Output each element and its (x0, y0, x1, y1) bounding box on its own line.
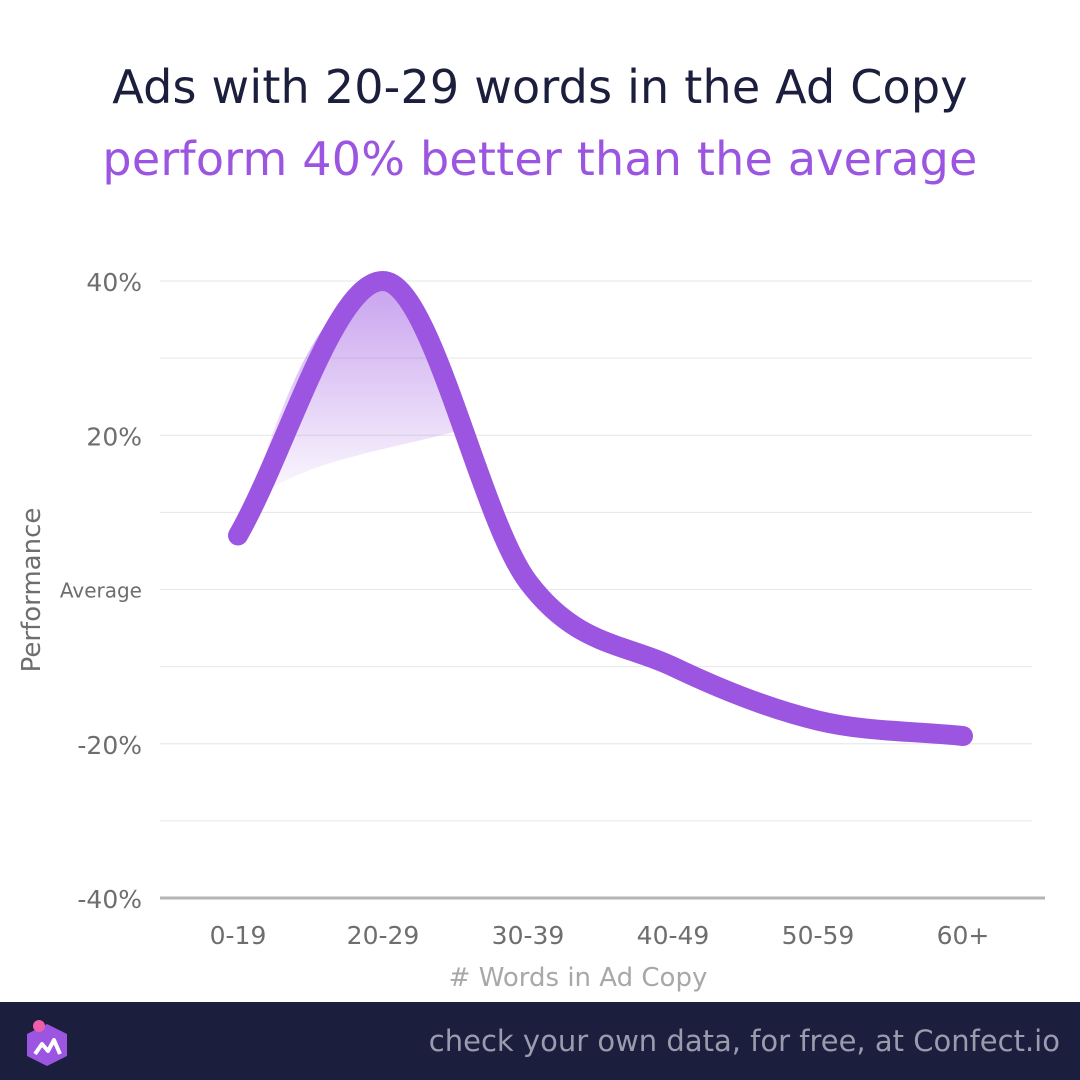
y-tick-label: 20% (86, 422, 142, 451)
line-chart: 40% 20% Average -20% -40% 0-19 20-29 30-39 40-49… (17, 268, 1045, 993)
y-tick-label: -40% (77, 885, 142, 914)
peak-area (248, 281, 458, 511)
x-tick-label: 30-39 (492, 921, 565, 950)
peak-highlight (248, 281, 458, 511)
y-tick-label: 40% (86, 268, 142, 297)
x-tick-label: 20-29 (347, 921, 420, 950)
y-tick-label: -20% (77, 731, 142, 760)
series-line (228, 271, 973, 747)
footer-bar: check your own data, for free, at Confec… (0, 1002, 1080, 1080)
footer-cta-text[interactable]: check your own data, for free, at Confec… (428, 1024, 1060, 1058)
y-axis-title: Performance (17, 508, 47, 673)
x-tick-label: 50-59 (782, 921, 855, 950)
x-axis-title: # Words in Ad Copy (449, 963, 708, 993)
x-tick-label: 60+ (937, 921, 990, 950)
gridlines (160, 280, 1032, 822)
x-tick-label: 40-49 (637, 921, 710, 950)
chart-title: Ads with 20-29 words in the Ad Copy (112, 60, 968, 114)
confect-logo-icon (27, 1020, 67, 1066)
chart-subtitle: perform 40% better than the average (102, 132, 978, 186)
tick-labels: 40% 20% Average -20% -40% 0-19 20-29 30-39 40-49… (17, 268, 989, 993)
x-tick-label: 0-19 (210, 921, 267, 950)
series-line-group (228, 271, 973, 747)
y-tick-label: Average (60, 579, 142, 603)
